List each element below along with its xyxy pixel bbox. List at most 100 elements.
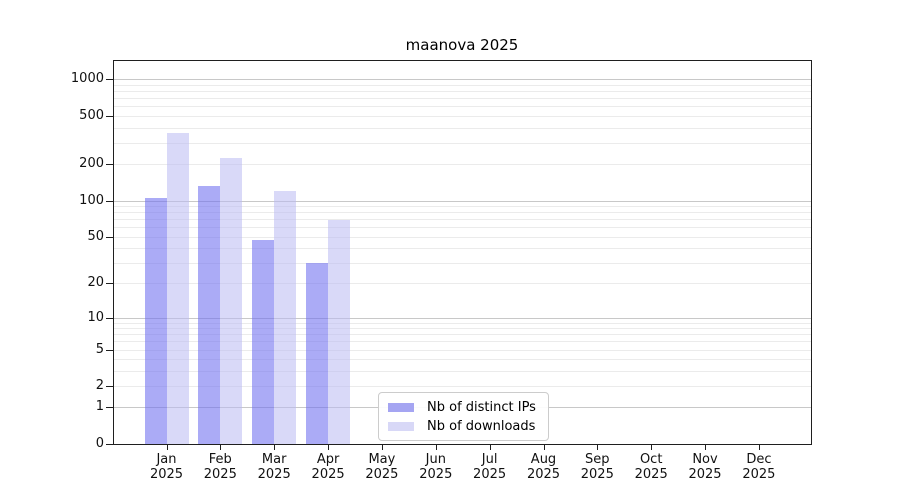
x-tick-year-sep: 2025 [580,467,614,482]
y-tick-mark-200 [106,164,113,166]
plot-area [113,60,812,445]
y-tick-label-0: 0 [95,436,104,451]
x-tick-mark-nov [705,445,706,450]
x-tick-mark-sep [597,445,599,450]
x-tick-month-aug: Aug [530,452,557,467]
gridline-minor-2 [114,386,811,387]
y-tick-label-10: 10 [87,309,104,325]
gridline-minor-20 [114,283,811,285]
bar-nb-of-distinct-ips-mar [252,239,275,444]
x-tick-month-nov: Nov [692,452,718,467]
gridline-minor-6 [114,341,811,343]
gridline-minor-200 [114,164,811,166]
x-tick-mark-aug [543,445,545,450]
x-tick-year-mar: 2025 [257,467,291,482]
x-tick-month-mar: Mar [261,452,287,467]
gridline-major-10 [114,317,811,319]
bar-nb-of-downloads-mar [274,191,297,444]
gridline-minor-90 [114,206,811,207]
legend: Nb of distinct IPs Nb of downloads [378,392,549,441]
x-tick-mark-mar [274,445,276,450]
x-tick-month-oct: Oct [639,452,663,467]
gridline-minor-700 [114,98,811,100]
x-tick-label-dec: Dec 2025 [727,452,791,482]
legend-label-downloads: Nb of downloads [427,418,536,434]
x-tick-year-feb: 2025 [203,467,237,482]
y-tick-mark-100 [106,200,113,202]
x-tick-label-jan: Jan 2025 [135,452,199,482]
x-tick-year-jul: 2025 [473,467,507,482]
x-tick-year-apr: 2025 [311,467,345,482]
legend-item-downloads: Nb of downloads [388,418,536,434]
x-tick-mark-oct [651,445,653,450]
x-tick-month-may: May [368,452,396,467]
x-tick-year-nov: 2025 [688,467,722,482]
x-tick-month-sep: Sep [585,452,610,467]
x-tick-label-jul: Jul 2025 [458,452,522,482]
x-tick-year-jan: 2025 [149,467,184,482]
x-tick-label-apr: Apr 2025 [296,452,360,482]
x-tick-month-dec: Dec [746,452,772,467]
x-tick-label-aug: Aug 2025 [512,452,576,482]
gridline-minor-800 [114,91,811,93]
x-tick-month-feb: Feb [208,452,232,467]
legend-swatch-downloads [388,421,414,431]
y-tick-label-500: 500 [79,108,104,123]
x-tick-mark-jul [489,445,491,450]
gridline-minor-400 [114,127,811,129]
bar-nb-of-distinct-ips-feb [198,185,221,444]
gridline-minor-30 [114,262,811,264]
gridline-minor-7 [114,334,811,336]
gridline-minor-70 [114,219,811,221]
gridline-minor-5 [114,349,811,351]
bar-nb-of-distinct-ips-jan [144,197,167,444]
bar-nb-of-downloads-apr [328,219,351,444]
x-tick-year-aug: 2025 [526,467,561,482]
gridline-major-1000 [114,79,811,81]
x-tick-label-feb: Feb 2025 [188,452,252,482]
gridline-minor-80 [114,212,811,214]
legend-label-distinct-ips: Nb of distinct IPs [427,399,536,415]
y-tick-label-1000: 1000 [70,71,104,87]
y-tick-mark-5 [106,349,113,351]
x-tick-label-may: May 2025 [350,452,414,482]
chart-title: maanova 2025 [405,36,519,54]
y-tick-label-50: 50 [87,228,104,244]
gridline-minor-9 [114,322,811,324]
y-tick-mark-2 [106,386,113,387]
y-tick-label-1: 1 [95,399,104,415]
gridline-minor-60 [114,227,811,229]
x-tick-label-jun: Jun 2025 [404,452,468,482]
legend-item-distinct-ips: Nb of distinct IPs [388,399,536,415]
gridline-minor-50 [114,236,811,238]
x-tick-month-jan: Jan [156,452,177,467]
x-tick-label-oct: Oct 2025 [619,452,683,482]
gridline-minor-900 [114,85,811,86]
bar-nb-of-downloads-feb [220,157,243,444]
x-tick-mark-feb [220,445,222,450]
x-tick-mark-may [381,445,383,450]
x-tick-mark-apr [328,445,330,450]
gridline-minor-4 [114,359,811,361]
gridline-minor-500 [114,116,811,117]
y-tick-mark-1 [106,407,113,409]
gridline-minor-8 [114,328,811,330]
y-tick-label-20: 20 [87,275,104,291]
x-tick-month-apr: Apr [316,452,340,467]
y-tick-label-100: 100 [79,192,104,208]
y-tick-label-5: 5 [95,341,104,357]
y-tick-mark-10 [106,317,113,319]
gridline-minor-40 [114,248,811,249]
x-tick-year-dec: 2025 [742,467,776,482]
x-tick-year-may: 2025 [365,467,399,482]
bar-nb-of-distinct-ips-apr [306,262,329,444]
legend-swatch-distinct-ips [388,402,414,412]
gridline-minor-600 [114,106,811,108]
gridline-major-100 [114,200,811,202]
y-tick-label-200: 200 [79,156,104,172]
x-tick-label-nov: Nov 2025 [673,452,737,482]
x-tick-month-jun: Jun [425,452,446,467]
gridline-minor-300 [114,142,811,144]
x-tick-year-oct: 2025 [634,467,668,482]
y-tick-mark-20 [106,283,113,285]
